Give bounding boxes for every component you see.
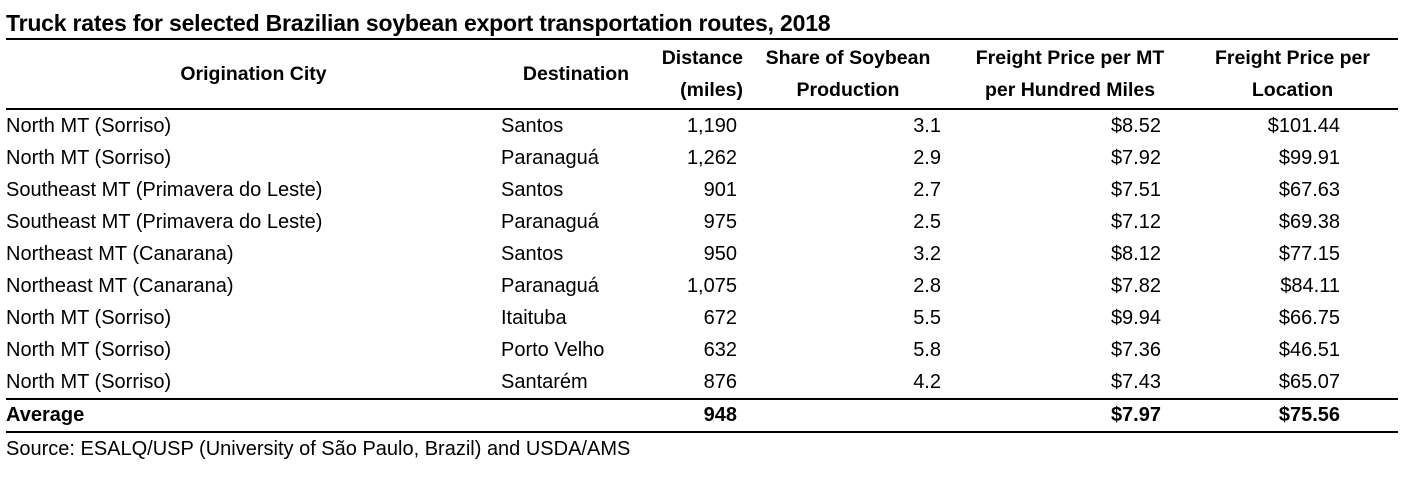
table-row: Southeast MT (Primavera do Leste) Paranag… [6, 206, 1398, 238]
table-row: Southeast MT (Primavera do Leste) Santos 9… [6, 174, 1398, 206]
freight-per-location-cell: $69.38 [1278, 211, 1340, 233]
header-line: (miles) [680, 79, 743, 101]
table-body: North MT (Sorriso) Santos 1,190 3.1 $8.52 $10… [6, 109, 1398, 399]
freight-per-location-cell: $99.91 [1278, 147, 1340, 169]
destination-cell: Santos [501, 243, 564, 265]
origination-city-cell: North MT (Sorriso) [6, 115, 172, 137]
share-cell: 3.2 [913, 243, 941, 265]
table-row: Northeast MT (Canarana) Santos 950 3.2 $8.12… [6, 238, 1398, 270]
share-cell: 3.1 [913, 115, 941, 137]
origination-city-cell: Southeast MT (Primavera do Leste) [6, 211, 323, 233]
table-row: Northeast MT (Canarana) Paranaguá 1,075 2.8… [6, 270, 1398, 302]
table-row: North MT (Sorriso) Porto Velho 632 5.8 $7.36… [6, 334, 1398, 366]
origination-city-cell: North MT (Sorriso) [6, 339, 172, 361]
freight-per-location-cell: $67.63 [1278, 179, 1340, 201]
distance-cell: 901 [703, 179, 737, 201]
freight-per-location-cell: $46.51 [1278, 339, 1340, 361]
header-row: Origination City Destination Distance (m… [6, 39, 1398, 109]
header-line: Freight Price per [1215, 47, 1370, 69]
origination-city-cell: North MT (Sorriso) [6, 307, 172, 329]
header-line: Distance [661, 47, 743, 69]
destination-cell: Santos [501, 179, 564, 201]
freight-per-mt-cell: $7.82 [1110, 275, 1161, 297]
average-freight-per-location: $75.56 [1278, 404, 1340, 426]
freight-per-location-cell: $84.11 [1280, 275, 1340, 297]
average-distance: 948 [703, 404, 737, 426]
distance-cell: 1,190 [686, 115, 737, 137]
share-cell: 4.2 [913, 371, 941, 393]
average-freight-per-mt: $7.97 [1110, 404, 1161, 426]
average-share [743, 399, 953, 432]
column-header-distance: Distance (miles) [651, 39, 743, 109]
table-row: North MT (Sorriso) Itaituba 672 5.5 $9.94 $66… [6, 302, 1398, 334]
destination-cell: Paranaguá [501, 275, 599, 297]
origination-city-cell: Northeast MT (Canarana) [6, 243, 234, 265]
column-header-freight-per-mt: Freight Price per MT per Hundred Miles [953, 39, 1187, 109]
freight-per-location-cell: $77.15 [1278, 243, 1340, 265]
destination-cell: Santarém [501, 371, 588, 393]
freight-per-mt-cell: $8.12 [1110, 243, 1161, 265]
average-label: Average [6, 404, 85, 426]
header-line: Origination City [180, 63, 327, 85]
header-line: Production [796, 79, 900, 101]
report: Truck rates for selected Brazilian soybe… [6, 8, 1398, 465]
share-cell: 5.8 [913, 339, 941, 361]
freight-per-location-cell: $65.07 [1278, 371, 1340, 393]
freight-per-mt-cell: $7.12 [1110, 211, 1161, 233]
freight-per-location-cell: $66.75 [1278, 307, 1340, 329]
average-destination [501, 399, 651, 432]
freight-per-mt-cell: $9.94 [1110, 307, 1161, 329]
distance-cell: 975 [703, 211, 737, 233]
freight-per-mt-cell: $7.51 [1110, 179, 1161, 201]
share-cell: 2.7 [913, 179, 941, 201]
table-row: North MT (Sorriso) Santarém 876 4.2 $7.43 $65… [6, 366, 1398, 399]
table-row: North MT (Sorriso) Santos 1,190 3.1 $8.52 $10… [6, 109, 1398, 142]
source-note: Source: ESALQ/USP (University of São Pau… [6, 438, 631, 460]
column-header-destination: Destination [501, 39, 651, 109]
distance-cell: 1,075 [686, 275, 737, 297]
column-header-freight-per-location: Freight Price per Location [1187, 39, 1398, 109]
column-header-origination-city: Origination City [6, 39, 501, 109]
freight-per-mt-cell: $7.92 [1110, 147, 1161, 169]
destination-cell: Porto Velho [501, 339, 605, 361]
share-cell: 2.8 [913, 275, 941, 297]
truck-rates-table: Origination City Destination Distance (m… [6, 38, 1398, 433]
origination-city-cell: North MT (Sorriso) [6, 147, 172, 169]
origination-city-cell: Southeast MT (Primavera do Leste) [6, 179, 323, 201]
share-cell: 5.5 [913, 307, 941, 329]
share-cell: 2.9 [913, 147, 941, 169]
destination-cell: Paranaguá [501, 147, 599, 169]
distance-cell: 672 [703, 307, 737, 329]
table-row: North MT (Sorriso) Paranaguá 1,262 2.9 $7.92… [6, 142, 1398, 174]
freight-per-mt-cell: $7.43 [1110, 371, 1161, 393]
freight-per-mt-cell: $8.52 [1110, 115, 1161, 137]
origination-city-cell: North MT (Sorriso) [6, 371, 172, 393]
header-line: Destination [522, 63, 630, 85]
average-row: Average 948 $7.97 $75.56 [6, 399, 1398, 432]
table-title: Truck rates for selected Brazilian soybe… [6, 10, 831, 36]
header-line: per Hundred Miles [984, 79, 1156, 101]
origination-city-cell: Northeast MT (Canarana) [6, 275, 234, 297]
header-line: Location [1251, 79, 1334, 101]
destination-cell: Paranaguá [501, 211, 599, 233]
share-cell: 2.5 [913, 211, 941, 233]
distance-cell: 1,262 [686, 147, 737, 169]
header-line: Freight Price per MT [975, 47, 1165, 69]
header-line: Share of Soybean [765, 47, 931, 69]
distance-cell: 950 [703, 243, 737, 265]
freight-per-location-cell: $101.44 [1267, 115, 1340, 137]
distance-cell: 632 [703, 339, 737, 361]
destination-cell: Santos [501, 115, 564, 137]
freight-per-mt-cell: $7.36 [1110, 339, 1161, 361]
column-header-share: Share of Soybean Production [743, 39, 953, 109]
destination-cell: Itaituba [501, 307, 567, 329]
distance-cell: 876 [703, 371, 737, 393]
